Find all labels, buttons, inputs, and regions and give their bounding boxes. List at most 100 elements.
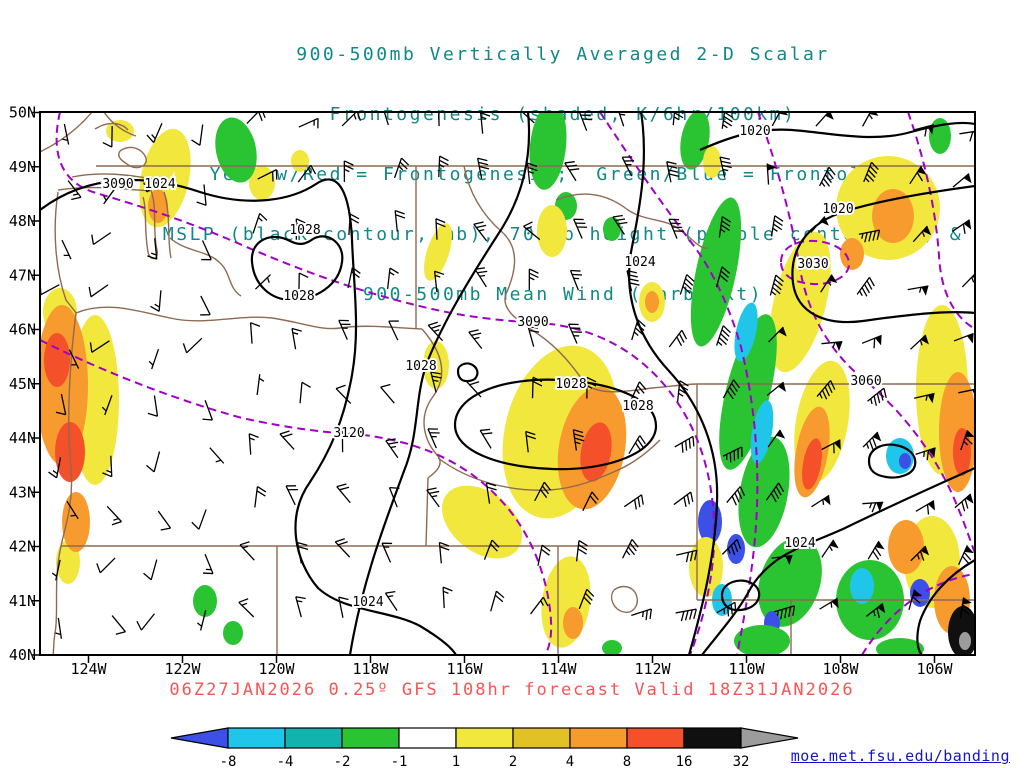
wind-barb <box>148 348 160 370</box>
wind-barb <box>716 601 737 617</box>
shading-yellow <box>249 166 275 200</box>
wind-barb <box>530 596 549 615</box>
wind-barb <box>622 539 639 559</box>
wind-barb <box>867 387 887 406</box>
shading-yellow <box>291 150 309 172</box>
wind-barb <box>952 173 972 188</box>
lat-label: 50N <box>9 104 36 122</box>
wind-barb <box>295 596 306 618</box>
wind-barb <box>338 596 349 618</box>
colorbar-tick-label: -8 <box>220 754 237 768</box>
lat-label: 41N <box>9 592 36 610</box>
colorbar-segment-blue <box>170 727 229 749</box>
wind-barb <box>136 613 155 631</box>
wind-barb <box>719 156 732 178</box>
wind-barb <box>628 435 646 454</box>
wind-barb <box>51 559 61 581</box>
wind-barb <box>102 125 113 148</box>
contour-label-1020: 1020 <box>822 202 853 217</box>
lat-label: 47N <box>9 266 36 284</box>
wind-barb <box>147 395 159 417</box>
lat-label: 46N <box>9 321 36 339</box>
state-borders-layer <box>41 113 974 654</box>
wind-barb <box>393 157 410 179</box>
colorbar: -8 -4 -2 -1 1 2 4 8 16 32 <box>170 727 799 768</box>
wind-barb <box>612 214 628 235</box>
wind-barb <box>490 590 505 612</box>
colorbar-tick-label: 4 <box>566 754 574 768</box>
wind-barb <box>150 290 162 312</box>
wind-barb <box>299 381 311 404</box>
wind-barb <box>819 597 839 610</box>
wind-barb <box>568 323 582 344</box>
state-border-path <box>421 328 443 547</box>
wind-barb <box>442 586 453 609</box>
wind-barb <box>909 165 927 185</box>
wind-barb <box>564 161 580 182</box>
lon-label: 118W <box>352 660 389 678</box>
wind-barb <box>915 447 936 461</box>
shading-green <box>690 197 742 347</box>
wind-barb <box>383 113 389 126</box>
mslp-contour <box>867 443 917 479</box>
banding-site-link[interactable]: moe.met.fsu.edu/banding <box>790 747 1010 765</box>
wind-barb <box>668 329 688 348</box>
wind-barb <box>67 180 82 201</box>
wind-barb <box>196 609 207 631</box>
wind-barb <box>89 340 110 353</box>
wind-barb <box>715 325 731 346</box>
wind-barb <box>961 273 974 288</box>
wind-barb <box>41 284 60 296</box>
wind-barb <box>522 113 535 124</box>
wind-barb <box>765 482 785 503</box>
wind-barb <box>96 557 116 574</box>
colorbar-tick-label: -4 <box>277 754 294 768</box>
wind-barb <box>959 597 972 619</box>
shading-yellow <box>537 205 567 257</box>
wind-barb <box>102 455 113 478</box>
wind-barb <box>200 295 211 316</box>
wind-barb <box>913 124 935 137</box>
wind-barb <box>579 113 593 131</box>
wind-barb <box>438 113 440 127</box>
wind-barb <box>88 284 109 298</box>
wind-barb <box>435 218 446 240</box>
wind-barb <box>147 238 158 260</box>
wind-barb <box>433 270 445 293</box>
wind-barb <box>631 319 646 341</box>
contour-label-1028: 1028 <box>622 399 653 414</box>
wind-barb <box>106 505 122 526</box>
wind-barb <box>863 161 879 183</box>
height-contour <box>41 339 553 654</box>
wind-barb <box>907 285 929 296</box>
contour-label-3120: 3120 <box>333 426 364 441</box>
colorbar-segment-red <box>626 727 685 749</box>
state-border-path <box>71 173 153 180</box>
shading-orange <box>888 520 924 574</box>
wind-barb <box>910 334 929 350</box>
lat-label: 44N <box>9 429 36 447</box>
wind-barb <box>256 374 265 396</box>
lon-label: 108W <box>822 660 859 678</box>
wind-barb <box>343 160 354 182</box>
wind-barb <box>466 378 482 398</box>
wind-barb <box>771 113 789 127</box>
wind-barb <box>951 219 972 234</box>
wind-barb <box>912 225 932 243</box>
mslp-contour <box>916 559 974 654</box>
title-line-1: 900-500mb Vertically Averaged 2-D Scalar <box>296 44 830 65</box>
wind-barb <box>182 337 203 354</box>
lon-label: 116W <box>446 660 483 678</box>
wind-barb <box>338 319 351 340</box>
shading-yellow <box>424 223 452 281</box>
wind-barb <box>721 539 742 556</box>
wind-barb <box>821 539 839 558</box>
wind-barb <box>910 545 930 562</box>
shading-black <box>948 606 974 654</box>
state-border-path <box>163 191 172 259</box>
colorbar-tick-label: -1 <box>391 754 408 768</box>
river-path <box>555 193 709 249</box>
state-border-path <box>103 113 137 137</box>
wind-barb <box>254 486 267 508</box>
wind-barb <box>430 371 442 393</box>
